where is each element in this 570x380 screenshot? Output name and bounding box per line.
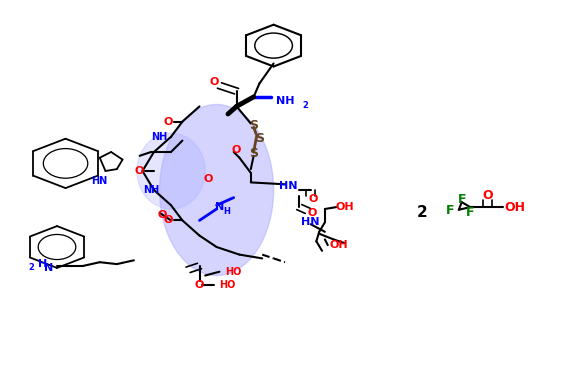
Ellipse shape xyxy=(137,133,205,209)
Text: OH: OH xyxy=(330,240,348,250)
Text: O: O xyxy=(164,215,173,225)
Text: O: O xyxy=(308,208,317,218)
Text: O: O xyxy=(209,77,218,87)
Ellipse shape xyxy=(160,105,274,276)
Text: O: O xyxy=(195,280,204,290)
Text: O: O xyxy=(203,174,213,184)
Text: HN: HN xyxy=(302,217,320,227)
Text: HN: HN xyxy=(279,181,297,191)
Text: N: N xyxy=(215,202,224,212)
Text: 2: 2 xyxy=(417,205,427,220)
Text: O: O xyxy=(135,166,144,176)
Text: NH: NH xyxy=(143,185,159,195)
Text: F: F xyxy=(458,193,466,206)
Text: HO: HO xyxy=(219,280,236,290)
Text: HO: HO xyxy=(225,267,242,277)
Text: O: O xyxy=(232,145,241,155)
Text: 2: 2 xyxy=(303,101,308,110)
Text: OH: OH xyxy=(504,201,526,214)
Text: O: O xyxy=(158,210,167,220)
Text: F: F xyxy=(446,204,454,217)
Text: OH: OH xyxy=(336,202,354,212)
Text: S: S xyxy=(249,147,258,160)
Text: HN: HN xyxy=(92,176,108,185)
Text: NH: NH xyxy=(276,96,294,106)
Text: H: H xyxy=(223,207,230,216)
Text: H: H xyxy=(38,259,47,269)
Text: O: O xyxy=(164,117,173,127)
Text: 2: 2 xyxy=(28,263,34,272)
Text: S: S xyxy=(255,132,264,145)
Text: NH: NH xyxy=(152,132,168,142)
Text: N: N xyxy=(44,263,53,273)
Text: S: S xyxy=(249,119,258,132)
Text: F: F xyxy=(466,206,474,219)
Text: O: O xyxy=(482,189,492,202)
Text: O: O xyxy=(309,195,318,204)
